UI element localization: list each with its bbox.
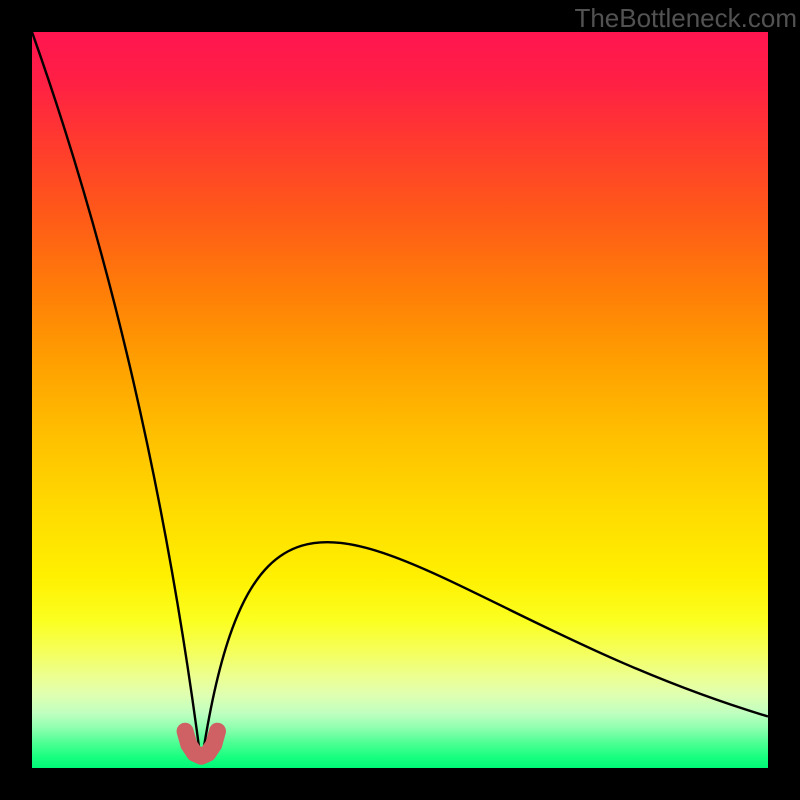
gradient-background — [32, 32, 768, 768]
chart-svg — [32, 32, 768, 768]
watermark-text: TheBottleneck.com — [574, 3, 797, 34]
chart-plot-area — [32, 32, 768, 768]
